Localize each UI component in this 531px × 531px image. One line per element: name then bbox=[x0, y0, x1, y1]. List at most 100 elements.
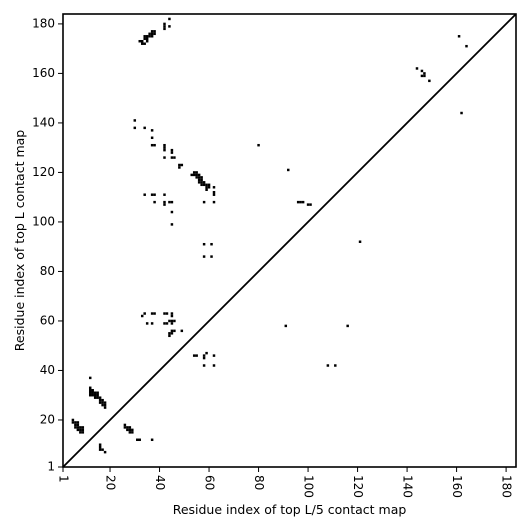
contact-point bbox=[170, 332, 174, 335]
contact-point bbox=[202, 354, 206, 357]
contact-point bbox=[202, 181, 206, 184]
contact-point bbox=[284, 324, 288, 328]
contact-point bbox=[195, 173, 198, 177]
contact-point bbox=[195, 171, 198, 174]
contact-point bbox=[296, 200, 300, 204]
contact-point bbox=[197, 178, 201, 182]
contact-point bbox=[168, 17, 171, 21]
contact-point bbox=[192, 171, 196, 174]
contact-point bbox=[153, 193, 156, 196]
contact-point bbox=[88, 391, 92, 394]
contact-point bbox=[143, 42, 146, 45]
contact-point bbox=[163, 143, 166, 147]
contact-point bbox=[145, 322, 149, 325]
y-tick-label: 60 bbox=[40, 313, 55, 327]
contact-point bbox=[207, 186, 211, 189]
contact-point bbox=[123, 423, 127, 427]
contact-point bbox=[205, 186, 208, 189]
contact-point bbox=[128, 431, 132, 434]
contact-point bbox=[200, 178, 203, 182]
contact-point bbox=[168, 200, 171, 204]
contact-point bbox=[202, 242, 206, 246]
contact-point bbox=[168, 332, 171, 335]
contact-point bbox=[163, 25, 166, 28]
contact-point bbox=[153, 32, 156, 36]
x-tick-label: 80 bbox=[252, 475, 266, 490]
contact-point bbox=[101, 398, 104, 402]
y-tick-label: 100 bbox=[32, 214, 55, 228]
contact-point bbox=[153, 312, 156, 315]
contact-point bbox=[163, 200, 166, 204]
x-tick-label: 1 bbox=[57, 475, 71, 483]
contact-point bbox=[88, 393, 92, 397]
contact-point bbox=[96, 393, 99, 397]
contact-point bbox=[178, 166, 181, 169]
y-tick-label: 80 bbox=[40, 264, 55, 278]
contact-point bbox=[192, 354, 196, 357]
contact-point bbox=[76, 421, 80, 424]
contact-point bbox=[170, 223, 174, 226]
contact-point bbox=[101, 403, 104, 407]
contact-point bbox=[96, 396, 99, 399]
contact-point bbox=[88, 376, 92, 380]
contact-point bbox=[287, 168, 290, 172]
contact-point bbox=[148, 32, 151, 36]
contact-point bbox=[192, 173, 196, 177]
contact-point bbox=[200, 181, 203, 184]
contact-point bbox=[81, 431, 85, 434]
contact-point bbox=[423, 74, 426, 78]
x-tick-label: 160 bbox=[450, 475, 464, 498]
contact-point bbox=[128, 426, 132, 429]
contact-point bbox=[168, 25, 171, 28]
contact-point bbox=[143, 312, 146, 315]
contact-point bbox=[150, 193, 154, 196]
contact-point bbox=[74, 421, 77, 424]
contact-point bbox=[131, 428, 134, 432]
contact-point bbox=[202, 356, 206, 360]
contact-point bbox=[81, 426, 85, 429]
contact-point bbox=[140, 39, 144, 43]
contact-point bbox=[202, 364, 206, 367]
contact-point bbox=[173, 329, 176, 333]
contact-point bbox=[76, 428, 80, 432]
contact-point bbox=[123, 426, 127, 429]
contact-point bbox=[173, 319, 176, 323]
contact-point bbox=[299, 200, 302, 204]
contact-point bbox=[165, 312, 169, 315]
contact-point bbox=[197, 176, 201, 179]
contact-point bbox=[170, 210, 174, 214]
contact-point bbox=[212, 186, 216, 189]
contact-point bbox=[143, 193, 146, 196]
contact-point bbox=[165, 322, 169, 325]
contact-point bbox=[128, 428, 132, 432]
contact-point bbox=[74, 423, 77, 427]
contact-point bbox=[170, 151, 174, 154]
contact-point bbox=[138, 39, 141, 43]
plot-area bbox=[62, 13, 517, 468]
contact-point bbox=[91, 391, 94, 394]
contact-point bbox=[334, 364, 337, 367]
contact-point bbox=[210, 242, 213, 246]
contact-point bbox=[202, 183, 206, 187]
contact-point bbox=[168, 319, 171, 323]
contact-point bbox=[148, 35, 151, 38]
contact-point bbox=[423, 72, 426, 75]
x-axis-label: Residue index of top L/5 contact map bbox=[173, 502, 407, 517]
contact-point bbox=[212, 190, 216, 194]
contact-point bbox=[163, 156, 166, 159]
contact-point bbox=[212, 193, 216, 196]
contact-point bbox=[79, 431, 82, 434]
contact-point bbox=[457, 35, 461, 38]
contact-point bbox=[170, 200, 174, 204]
contact-point bbox=[163, 312, 166, 315]
contact-point bbox=[170, 319, 174, 323]
contact-point bbox=[178, 163, 181, 167]
contact-point bbox=[81, 428, 85, 432]
contact-point bbox=[79, 426, 82, 429]
contact-point bbox=[346, 324, 349, 328]
contact-point bbox=[71, 418, 75, 422]
contact-point bbox=[150, 143, 154, 147]
contact-point bbox=[301, 200, 305, 204]
